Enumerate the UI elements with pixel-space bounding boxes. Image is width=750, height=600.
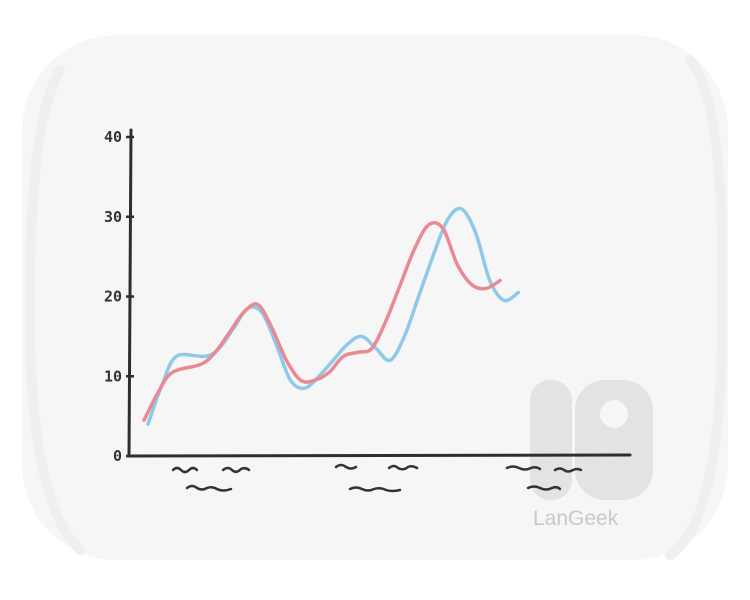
axes [126,128,632,458]
y-tick-label-40: 40 [104,128,122,146]
y-axis-ticks: 0 10 20 30 40 [104,128,134,465]
x-label-scribble-2 [185,484,233,492]
x-label-scribble-6 [526,485,562,491]
x-label-scribble-3 [334,463,419,471]
y-axis-line [127,128,133,458]
y-tick-label-30: 30 [104,208,122,226]
logo-nine-hole [600,400,628,428]
y-tick-label-10: 10 [104,367,122,385]
x-label-scribble-4 [348,486,402,493]
x-label-scribble-5 [505,465,583,473]
y-tick-label-20: 20 [104,288,122,306]
card-outline-sketch [24,55,728,560]
x-axis-scribbles [171,463,583,493]
logo-l-shape [530,380,572,500]
x-axis-line [126,453,632,458]
logo-nine-shape [575,380,653,500]
x-label-scribble-1 [171,466,251,474]
y-tick-label-0: 0 [113,447,122,465]
series-layer [142,206,521,426]
series-line-2 [142,221,502,422]
brand-name: LanGeek [533,507,619,530]
